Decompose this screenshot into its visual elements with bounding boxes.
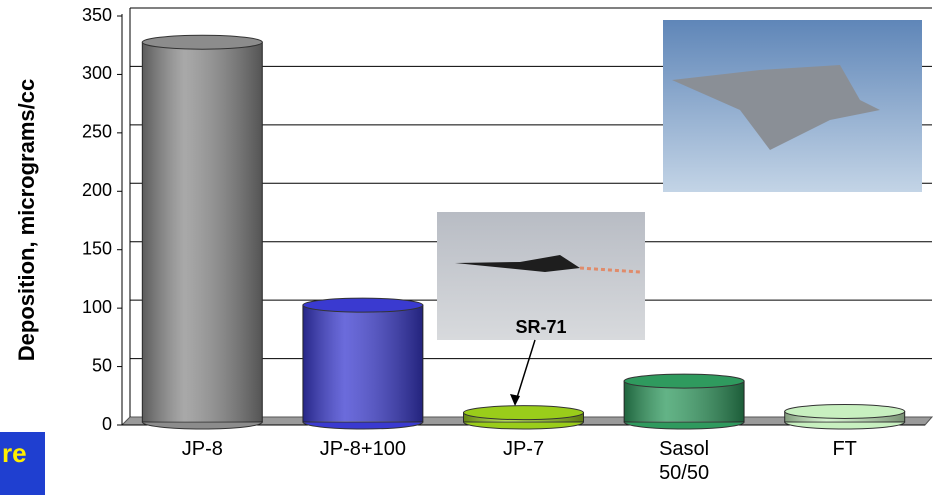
corner-box	[0, 432, 45, 495]
x-tick-label: JP-8+100	[319, 438, 406, 460]
f22-jet	[672, 65, 880, 150]
x-tick-label: Sasol 50/50	[659, 438, 710, 484]
y-tick-label: 50	[92, 355, 112, 375]
bar-cap	[623, 373, 745, 389]
bar-shade	[302, 305, 423, 422]
x-tick-label: JP-7	[502, 438, 545, 460]
bar-cap	[784, 403, 906, 419]
bar-cap	[463, 405, 584, 421]
corner-text: re	[2, 438, 27, 468]
bar-cap	[302, 297, 424, 313]
x-tick-label: JP-8	[181, 438, 223, 460]
bar-cap	[141, 34, 263, 50]
y-tick-label: 350	[82, 5, 112, 25]
y-axis-label: Deposition, micrograms/cc	[14, 79, 39, 361]
bar-shade	[142, 42, 263, 422]
y-tick-label: 200	[82, 180, 112, 200]
sr71-jet	[455, 255, 580, 272]
y-tick-label: 250	[82, 122, 112, 142]
afterburner	[579, 266, 641, 274]
x-tick-label: FT	[832, 438, 857, 460]
y-tick-label: 0	[102, 414, 112, 434]
arrow-head	[510, 394, 520, 406]
sr71-photo	[437, 212, 645, 340]
y-tick-label: 300	[82, 63, 112, 83]
annotation-arrow	[514, 339, 536, 405]
y-tick-label: 150	[82, 238, 112, 258]
y-tick-label: 100	[82, 297, 112, 317]
annotation: SR-71	[515, 317, 566, 337]
